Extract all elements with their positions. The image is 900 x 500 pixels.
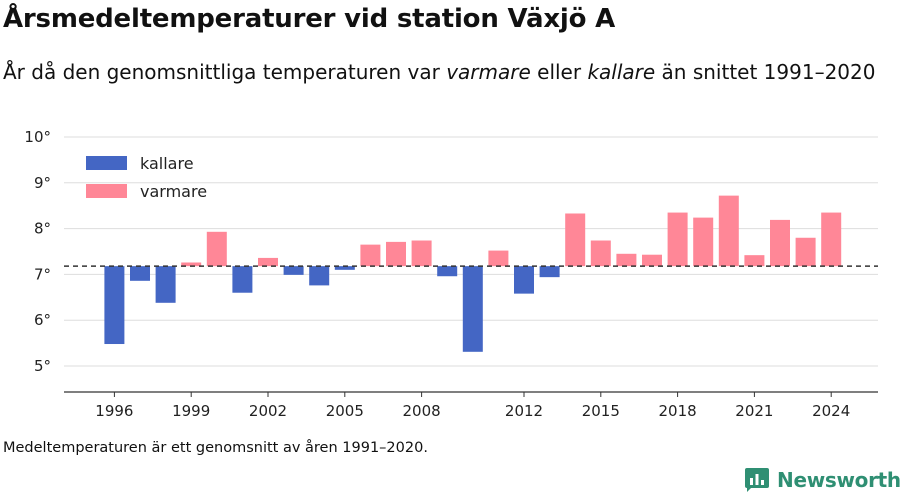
- bar-varmare: [667, 212, 688, 267]
- subtitle-text-end: än snittet 1991–2020: [655, 60, 876, 84]
- y-tick-label: 7°: [34, 265, 51, 283]
- bar-kallare: [462, 266, 483, 352]
- bar-kallare: [437, 266, 458, 277]
- bar-varmare: [206, 231, 227, 267]
- brand-logo: Newsworthy: [745, 468, 900, 492]
- x-tick-label: 2024: [812, 402, 850, 420]
- bar-varmare: [411, 240, 432, 267]
- x-tick-label: 1999: [172, 402, 210, 420]
- x-tick-label: 2008: [403, 402, 441, 420]
- bar-varmare: [770, 219, 790, 267]
- x-tick-label: 2015: [582, 402, 620, 420]
- bar-varmare: [616, 253, 637, 267]
- legend-label-kallare: kallare: [140, 154, 194, 173]
- bar-kallare: [334, 266, 355, 270]
- x-tick-label: 2018: [659, 402, 697, 420]
- bar-varmare: [488, 250, 509, 267]
- chart-title: Årsmedeltemperaturer vid station Växjö A: [3, 4, 616, 34]
- bar-chart: 5° 6° 7° 8° 9° 10° 1996 1999 2002 2005 2008 2012 201…: [24, 128, 878, 420]
- legend-swatch-varmare: [86, 184, 127, 198]
- y-tick-label: 9°: [34, 174, 51, 192]
- bar-varmare: [693, 217, 714, 267]
- y-tick-label: 8°: [34, 220, 51, 238]
- bar-kallare: [309, 266, 330, 286]
- bar-varmare: [744, 255, 765, 267]
- bar-varmare: [821, 212, 842, 267]
- bar-kallare: [155, 266, 176, 303]
- newsworthy-logo-icon: [745, 468, 769, 492]
- bar-varmare: [642, 254, 662, 267]
- bar-varmare: [181, 262, 202, 267]
- x-tick-label: 2012: [505, 402, 543, 420]
- bar-varmare: [590, 240, 611, 267]
- x-tick-label: 2021: [735, 402, 773, 420]
- legend-label-varmare: varmare: [140, 182, 207, 201]
- bar-kallare: [539, 266, 560, 278]
- bar-kallare: [104, 266, 125, 345]
- y-tick-label: 6°: [34, 311, 51, 329]
- x-tick-label: 2005: [326, 402, 364, 420]
- bar-varmare: [795, 237, 816, 267]
- bar-varmare: [386, 241, 406, 267]
- footnote: Medeltemperaturen är ett genomsnitt av å…: [3, 440, 428, 456]
- bar-varmare: [258, 257, 278, 267]
- subtitle-text-start: År då den genomsnittliga temperaturen va…: [3, 60, 447, 84]
- y-tick-label: 10°: [24, 128, 51, 146]
- bar-kallare: [232, 266, 253, 293]
- bar-varmare: [360, 244, 381, 267]
- bar-kallare: [514, 266, 534, 294]
- subtitle-warm-word: varmare: [446, 60, 531, 84]
- bar-varmare: [565, 213, 586, 267]
- bar-kallare: [130, 266, 150, 281]
- y-tick-label: 5°: [34, 357, 51, 375]
- subtitle-cold-word: kallare: [587, 60, 656, 84]
- subtitle-text-mid: eller: [530, 60, 588, 84]
- brand-name: Newsworthy: [777, 468, 900, 492]
- legend-swatch-kallare: [86, 156, 127, 170]
- bar-varmare: [718, 195, 739, 267]
- bar-kallare: [283, 266, 304, 275]
- x-tick-label: 2002: [249, 402, 287, 420]
- x-tick-label: 1996: [95, 402, 133, 420]
- chart-subtitle: År då den genomsnittliga temperaturen va…: [3, 56, 883, 88]
